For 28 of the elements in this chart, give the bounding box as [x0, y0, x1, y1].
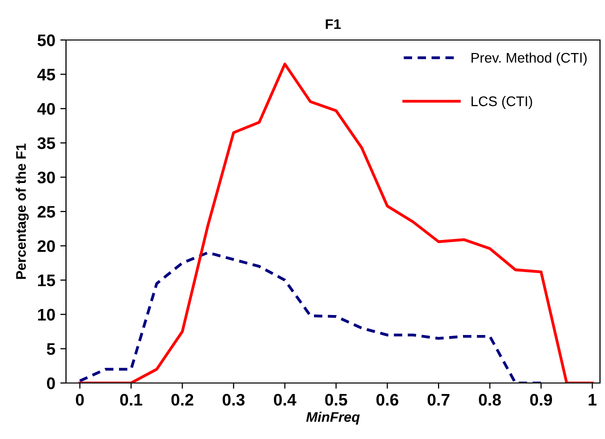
y-tick-label: 45 — [37, 68, 56, 81]
x-tick-label: 0.9 — [530, 394, 552, 406]
x-tick-label: 0.8 — [478, 394, 501, 406]
x-tick-label: 0.2 — [171, 394, 194, 406]
line-series — [78, 251, 542, 383]
x-tick-label: 0.7 — [428, 394, 450, 406]
x-tick-label: 1 — [588, 394, 596, 406]
y-tick-label: 0 — [46, 377, 55, 390]
chart-title: F1 — [326, 19, 341, 29]
y-tick-label: 5 — [46, 343, 56, 355]
y-tick-label: 10 — [38, 308, 55, 321]
y-tick-label: 35 — [37, 137, 56, 150]
x-tick-label: 0.4 — [274, 394, 296, 406]
y-tick-label: 40 — [37, 103, 55, 115]
y-tick-label: 20 — [38, 240, 55, 252]
legend-label: LCS (CTI) — [472, 96, 532, 109]
y-tick-label: 30 — [37, 172, 55, 184]
y-tick-label: 25 — [38, 206, 56, 218]
x-tick-label: 0.3 — [222, 394, 245, 406]
x-tick-label: 0.5 — [325, 394, 348, 406]
x-tick-label: 0 — [76, 394, 84, 406]
x-tick-label: 0.6 — [376, 394, 398, 406]
y-tick-label: 15 — [38, 274, 56, 286]
y-tick-label: 50 — [38, 34, 55, 46]
x-axis-title: MinFreq — [306, 412, 360, 425]
legend-label: Prev. Method (CTI) — [472, 52, 587, 66]
y-axis-title: Percentage of the F1 — [16, 144, 29, 279]
x-tick-label: 0.1 — [120, 394, 142, 406]
